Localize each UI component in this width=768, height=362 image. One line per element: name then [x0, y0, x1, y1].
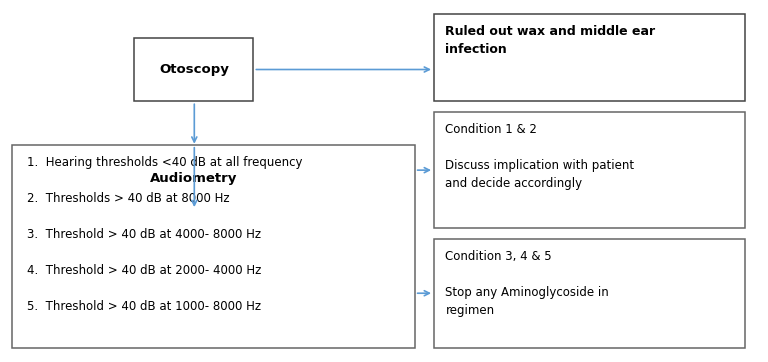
Text: Otoscopy: Otoscopy	[159, 63, 229, 76]
Text: Audiometry: Audiometry	[151, 172, 237, 185]
FancyBboxPatch shape	[12, 145, 415, 348]
FancyBboxPatch shape	[119, 147, 269, 210]
Text: Condition 3, 4 & 5

Stop any Aminoglycoside in
regimen: Condition 3, 4 & 5 Stop any Aminoglycosi…	[445, 250, 609, 317]
FancyBboxPatch shape	[434, 14, 745, 101]
FancyBboxPatch shape	[134, 38, 253, 101]
FancyBboxPatch shape	[434, 239, 745, 348]
FancyBboxPatch shape	[434, 112, 745, 228]
Text: Condition 1 & 2

Discuss implication with patient
and decide accordingly: Condition 1 & 2 Discuss implication with…	[445, 123, 634, 190]
Text: 1.  Hearing thresholds <40 dB at all frequency

2.  Thresholds > 40 dB at 8000 H: 1. Hearing thresholds <40 dB at all freq…	[27, 156, 303, 313]
Text: Ruled out wax and middle ear
infection: Ruled out wax and middle ear infection	[445, 25, 656, 56]
